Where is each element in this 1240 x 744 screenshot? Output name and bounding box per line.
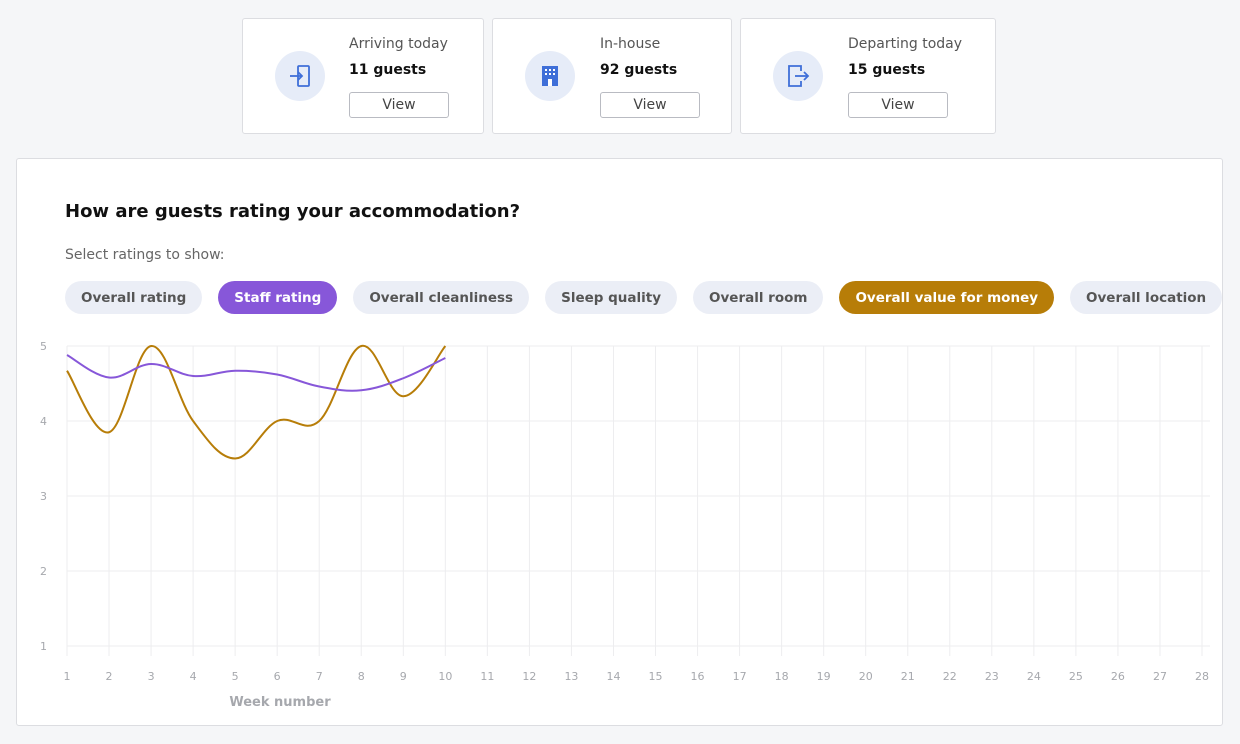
- chip-sleep-quality[interactable]: Sleep quality: [545, 281, 678, 314]
- x-tick-label: 15: [649, 670, 663, 683]
- x-tick-label: 5: [232, 670, 239, 683]
- x-tick-label: 10: [438, 670, 452, 683]
- stat-label: Departing today: [848, 36, 963, 52]
- x-tick-label: 21: [901, 670, 915, 683]
- x-tick-label: 3: [148, 670, 155, 683]
- view-departing-button[interactable]: View: [848, 92, 948, 118]
- depart-door-icon: [773, 51, 823, 101]
- arrive-door-icon: [275, 51, 325, 101]
- x-tick-label: 13: [564, 670, 578, 683]
- chip-overall-value-for-money[interactable]: Overall value for money: [839, 281, 1055, 314]
- x-tick-label: 22: [943, 670, 957, 683]
- x-tick-label: 14: [606, 670, 620, 683]
- x-tick-label: 7: [316, 670, 323, 683]
- x-tick-label: 8: [358, 670, 365, 683]
- x-tick-label: 12: [522, 670, 536, 683]
- stat-label: In-house: [600, 36, 661, 52]
- panel-subtitle: Select ratings to show:: [65, 247, 225, 263]
- x-tick-label: 1: [64, 670, 71, 683]
- stat-card-arriving: Arriving today 11 guests View: [242, 18, 484, 134]
- x-tick-label: 18: [775, 670, 789, 683]
- stat-value: 11 guests: [349, 62, 427, 78]
- stat-value: 92 guests: [600, 62, 678, 78]
- x-tick-label: 23: [985, 670, 999, 683]
- y-tick-label: 4: [40, 415, 47, 428]
- chip-overall-location[interactable]: Overall location: [1070, 281, 1223, 314]
- x-tick-label: 27: [1153, 670, 1167, 683]
- y-tick-label: 2: [40, 565, 47, 578]
- x-tick-label: 2: [106, 670, 113, 683]
- x-tick-label: 16: [691, 670, 705, 683]
- series-line-staff-rating: [66, 354, 446, 392]
- stat-value: 15 guests: [848, 62, 926, 78]
- x-tick-label: 9: [400, 670, 407, 683]
- building-icon: [525, 51, 575, 101]
- x-tick-label: 19: [817, 670, 831, 683]
- chip-overall-room[interactable]: Overall room: [693, 281, 824, 314]
- stat-label: Arriving today: [349, 36, 448, 52]
- x-tick-label: 25: [1069, 670, 1083, 683]
- x-tick-label: 28: [1195, 670, 1209, 683]
- view-arriving-button[interactable]: View: [349, 92, 449, 118]
- stat-card-departing: Departing today 15 guests View: [740, 18, 996, 134]
- y-tick-label: 1: [40, 640, 47, 653]
- x-tick-label: 20: [859, 670, 873, 683]
- x-tick-label: 11: [480, 670, 494, 683]
- x-tick-label: 17: [733, 670, 747, 683]
- chip-staff-rating[interactable]: Staff rating: [218, 281, 338, 314]
- chip-overall-cleanliness[interactable]: Overall cleanliness: [353, 281, 530, 314]
- x-axis-title: Week number: [229, 695, 331, 710]
- series-line-overall-value-for-money: [66, 344, 447, 460]
- x-tick-label: 26: [1111, 670, 1125, 683]
- x-tick-label: 6: [274, 670, 281, 683]
- ratings-panel: How are guests rating your accommodation…: [16, 158, 1223, 726]
- rating-filter-chips: Overall rating Staff rating Overall clea…: [65, 281, 1223, 314]
- chip-overall-rating[interactable]: Overall rating: [65, 281, 203, 314]
- x-tick-label: 24: [1027, 670, 1041, 683]
- stat-card-inhouse: In-house 92 guests View: [492, 18, 732, 134]
- view-inhouse-button[interactable]: View: [600, 92, 700, 118]
- panel-title: How are guests rating your accommodation…: [65, 201, 521, 222]
- x-tick-label: 4: [190, 670, 197, 683]
- y-tick-label: 5: [40, 340, 47, 353]
- y-tick-label: 3: [40, 490, 47, 503]
